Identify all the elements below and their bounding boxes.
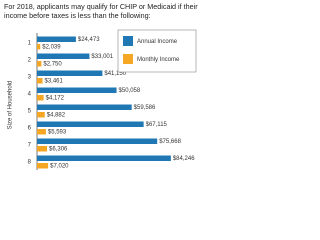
y-tick-label: 6 [28,126,32,132]
y-tick-label: 8 [28,160,32,166]
bar [37,121,144,127]
bar [37,138,158,144]
y-tick-label: 5 [28,109,32,115]
value-label: $84,246 [173,156,195,162]
y-tick-label: 4 [28,92,32,98]
y-tick-label: 7 [28,143,32,149]
value-label: $24,473 [78,37,100,43]
y-tick-label: 2 [28,58,32,64]
bar [37,146,48,152]
chart: Size of Household 1 $24,473 $2,039 2 $33,001… [8,29,197,170]
bar [37,61,42,67]
value-label: $5,593 [48,130,67,136]
legend-swatch [123,36,133,46]
value-label: $2,750 [43,62,62,68]
y-axis-label: Size of Household [8,81,14,130]
bar [37,87,117,93]
legend-label: Monthly Income [137,57,180,63]
value-label: $50,058 [119,88,141,94]
bar [37,129,46,135]
value-label: $41,150 [104,71,126,77]
bar [37,78,43,84]
y-tick-label: 1 [28,41,32,47]
bar [37,95,44,101]
value-label: $6,306 [49,147,68,153]
value-label: $4,882 [47,113,66,119]
bar [37,163,49,169]
page: {"chart_data": {"type": "bar", "orientat… [4,2,198,170]
legend-swatch [123,54,133,64]
value-label: $33,001 [91,54,113,60]
value-label: $2,039 [42,45,61,51]
value-label: $59,586 [134,105,156,111]
legend-label: Annual Income [137,39,178,45]
bar [37,155,171,161]
bar [37,44,41,50]
value-label: $75,668 [159,139,181,145]
bar [37,70,103,76]
value-label: $4,172 [46,96,65,102]
bar [37,36,76,42]
value-label: $3,461 [44,79,63,85]
chart-title: For 2018, applicants may qualify for CHI… [4,2,198,20]
value-label: $67,115 [146,122,168,128]
bar [37,104,132,110]
bar [37,53,90,59]
y-tick-label: 3 [28,75,32,81]
bar [37,112,45,118]
value-label: $7,020 [50,164,69,170]
